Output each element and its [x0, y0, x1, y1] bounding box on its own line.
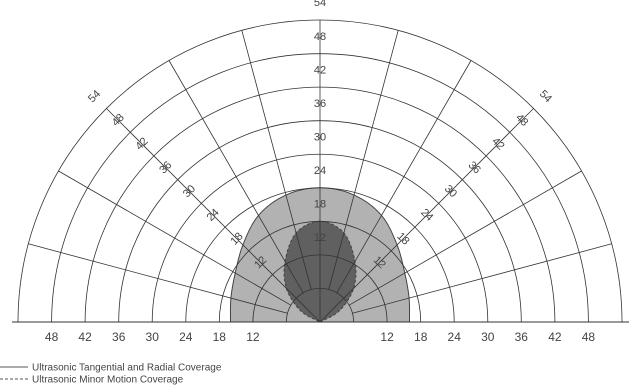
- baseline-tick-label: 18: [213, 330, 227, 344]
- spoke-tick-label: 12: [314, 232, 326, 244]
- baseline-tick-label: 24: [448, 330, 462, 344]
- baseline-tick-label: 30: [481, 330, 495, 344]
- spoke-tick-label: 36: [314, 98, 326, 110]
- spoke-tick-label: 48: [314, 31, 326, 43]
- baseline-tick-label: 36: [112, 330, 126, 344]
- angle-spoke: [28, 243, 288, 314]
- baseline-tick-labels: 48 42 36 30 24 18 12 12 18 24 30 36 42 48: [45, 330, 595, 344]
- spoke-tick-label: 30: [314, 131, 326, 143]
- baseline-tick-label: 18: [414, 330, 428, 344]
- baseline-tick-label: 36: [515, 330, 529, 344]
- baseline-tick-label: 48: [582, 330, 596, 344]
- baseline-tick-label: 42: [78, 330, 92, 344]
- spoke-tick-label: 18: [314, 199, 326, 211]
- legend: Ultrasonic Tangential and Radial Coverag…: [0, 363, 222, 386]
- baseline-tick-label: 12: [246, 330, 260, 344]
- angle-spoke: [336, 60, 472, 294]
- spoke-tick-label: 54: [537, 88, 554, 105]
- angle-spoke: [168, 60, 304, 294]
- spoke-tick-label: 24: [314, 165, 326, 177]
- angle-spoke: [241, 30, 312, 290]
- angle-spoke: [348, 170, 582, 306]
- angle-spoke: [319, 108, 534, 323]
- angle-spoke: [106, 108, 321, 323]
- legend-label-minor-motion: Ultrasonic Minor Motion Coverage: [32, 375, 184, 386]
- baseline-tick-label: 12: [380, 330, 394, 344]
- baseline-tick-label: 30: [146, 330, 160, 344]
- baseline-tick-label: 24: [179, 330, 193, 344]
- baseline-tick-label: 48: [45, 330, 59, 344]
- spoke-tick-label: 54: [314, 0, 326, 9]
- spoke-tick-label: 42: [314, 64, 326, 76]
- baseline-tick-label: 42: [548, 330, 562, 344]
- angle-spoke: [352, 243, 612, 314]
- angle-spoke: [58, 170, 292, 306]
- spoke-tick-label: 54: [86, 88, 103, 105]
- angle-spoke: [328, 30, 399, 290]
- legend-label-tangential-radial: Ultrasonic Tangential and Radial Coverag…: [32, 363, 222, 374]
